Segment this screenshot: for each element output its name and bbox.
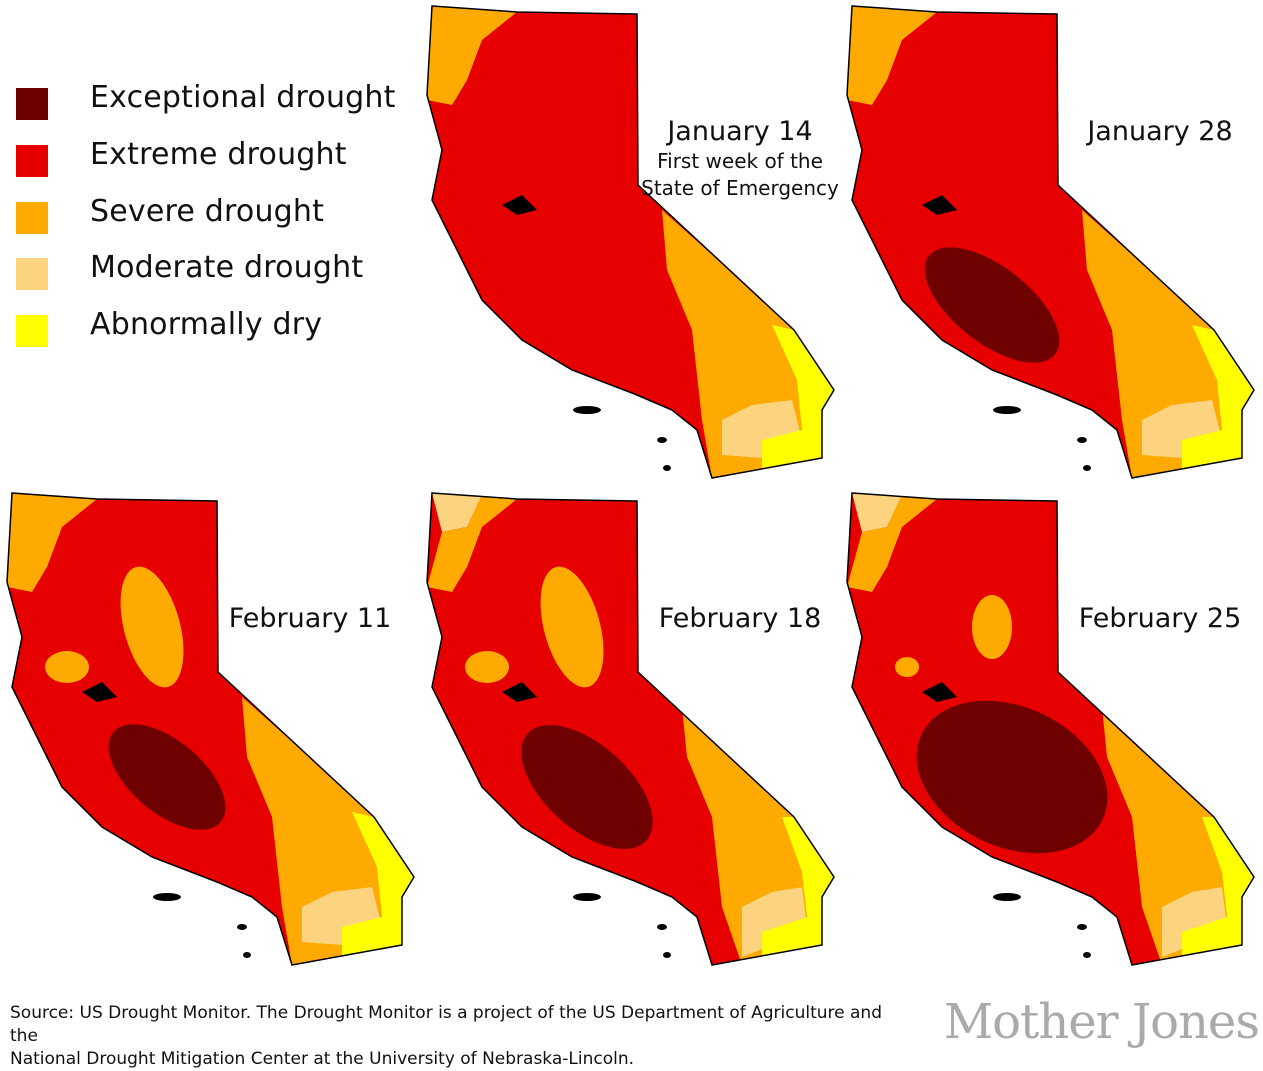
- legend-label: Exceptional drought: [90, 80, 396, 115]
- map-panel-feb-18: February 18: [422, 487, 842, 987]
- map-title: January 28: [1055, 116, 1263, 148]
- severe-swatch: [16, 202, 48, 234]
- legend-label: Severe drought: [90, 194, 325, 229]
- map-date: February 18: [658, 603, 822, 634]
- moderate-swatch: [16, 258, 48, 290]
- map-panel-feb-25: February 25: [842, 487, 1262, 987]
- map-date: February 25: [1078, 603, 1242, 634]
- exceptional-swatch: [16, 88, 48, 120]
- abnormally-dry-swatch: [16, 315, 48, 347]
- source-line: National Drought Mitigation Center at th…: [10, 1049, 635, 1069]
- legend-label: Abnormally dry: [90, 307, 323, 342]
- map-title: January 14 First week of the State of Em…: [635, 116, 845, 202]
- map-panel-jan-14: January 14 First week of the State of Em…: [422, 0, 842, 500]
- map-date: January 14: [667, 116, 813, 147]
- legend-label: Extreme drought: [90, 137, 347, 172]
- california-map: [6, 492, 415, 966]
- legend-item-exceptional: Exceptional drought: [14, 76, 396, 126]
- legend-item-severe: Severe drought: [14, 190, 394, 240]
- map-subtitle: State of Emergency: [641, 176, 839, 200]
- map-panel-feb-11: February 11: [2, 487, 422, 987]
- legend-item-moderate: Moderate drought: [14, 246, 394, 296]
- map-title: February 25: [1055, 603, 1263, 635]
- california-map: [846, 5, 1255, 479]
- map-panel-jan-28: January 28: [842, 0, 1262, 500]
- map-subtitle: First week of the: [657, 149, 823, 173]
- mother-jones-logo: Mother Jones: [944, 994, 1260, 1050]
- california-map: [426, 5, 835, 479]
- legend-label: Moderate drought: [90, 250, 364, 285]
- legend-item-abnormally-dry: Abnormally dry: [14, 303, 394, 353]
- legend-item-extreme: Extreme drought: [14, 133, 394, 183]
- extreme-swatch: [16, 145, 48, 177]
- map-title: February 11: [205, 603, 415, 635]
- map-date: January 28: [1087, 116, 1233, 147]
- california-map: [846, 492, 1255, 966]
- california-map: [426, 492, 835, 966]
- source-note: Source: US Drought Monitor. The Drought …: [10, 1002, 910, 1071]
- source-line: Source: US Drought Monitor. The Drought …: [10, 1003, 882, 1046]
- map-date: February 11: [228, 603, 392, 634]
- map-title: February 18: [635, 603, 845, 635]
